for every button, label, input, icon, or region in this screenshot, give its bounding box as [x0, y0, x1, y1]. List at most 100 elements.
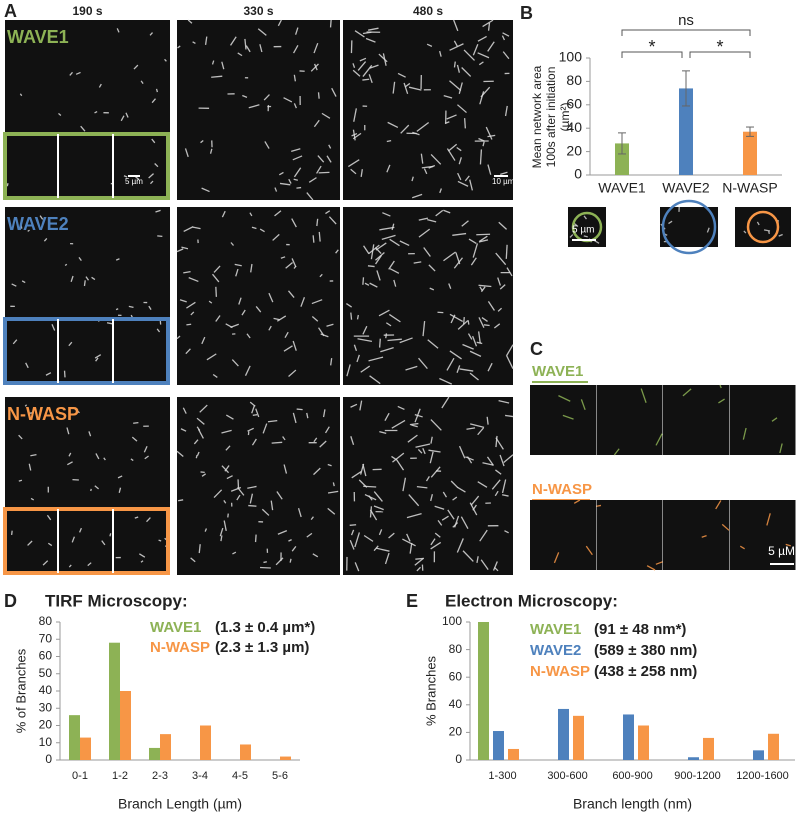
filament	[457, 486, 466, 493]
filament	[426, 43, 433, 47]
filament	[68, 341, 73, 347]
filament	[505, 244, 508, 259]
filament	[456, 146, 462, 152]
filament	[283, 97, 293, 103]
filament	[469, 372, 479, 381]
filament	[294, 27, 299, 35]
micrograph	[530, 500, 596, 570]
filament	[19, 93, 23, 97]
filament	[12, 339, 18, 345]
bar	[160, 734, 171, 760]
filament	[246, 333, 251, 339]
filament	[460, 516, 469, 529]
filament	[452, 232, 467, 236]
filament	[109, 533, 112, 537]
filament	[461, 220, 469, 227]
filament	[487, 300, 495, 311]
filament	[259, 44, 263, 53]
filament	[318, 231, 321, 242]
filament	[247, 485, 257, 489]
filament	[476, 556, 479, 563]
filament	[482, 19, 494, 28]
filament	[11, 283, 17, 287]
filament	[422, 321, 426, 337]
filament	[701, 535, 707, 538]
filament	[285, 261, 293, 269]
micrograph	[177, 20, 340, 200]
filament	[456, 64, 461, 73]
filament	[138, 553, 146, 558]
filament	[470, 495, 480, 506]
filament	[399, 240, 410, 247]
filament	[94, 354, 102, 359]
filament	[359, 400, 363, 411]
x-axis-label: Branch Length (µm)	[118, 796, 242, 812]
filament	[481, 317, 488, 322]
micrograph	[343, 20, 513, 200]
filament	[456, 365, 461, 373]
filament	[376, 270, 381, 281]
filament	[226, 475, 233, 480]
bar	[280, 756, 291, 760]
filament	[263, 561, 267, 564]
micrograph	[596, 500, 663, 570]
filament	[278, 171, 284, 176]
scale-bar-label: 5 µm	[572, 225, 594, 236]
filament	[501, 479, 507, 494]
filament	[428, 449, 441, 453]
filament	[450, 480, 459, 489]
filament	[329, 19, 332, 28]
filament	[354, 562, 360, 572]
filament	[478, 284, 492, 288]
significance-bracket	[621, 51, 683, 58]
filament	[88, 431, 92, 437]
bar	[109, 642, 120, 760]
filament	[412, 131, 420, 136]
filament	[580, 399, 586, 411]
legend-label: N-WASP	[150, 639, 210, 656]
filament	[272, 233, 280, 241]
filament	[327, 507, 336, 515]
y-tick-label: 50	[39, 666, 53, 680]
filament	[360, 463, 365, 475]
filament	[94, 110, 98, 114]
filament	[434, 505, 445, 510]
filament	[276, 315, 287, 322]
filament	[472, 335, 478, 347]
filament	[6, 183, 9, 187]
filament	[350, 436, 355, 445]
filament	[190, 557, 196, 563]
bar	[508, 748, 519, 760]
filament	[70, 275, 74, 282]
error-bar	[682, 70, 690, 107]
filament	[395, 458, 405, 471]
filament	[379, 226, 395, 231]
row-label: WAVE1	[7, 27, 69, 47]
filament	[392, 452, 405, 463]
filament	[469, 179, 474, 191]
filament	[133, 64, 139, 70]
filament	[718, 398, 725, 404]
filament	[655, 433, 663, 446]
filament	[435, 209, 444, 217]
filament	[449, 43, 464, 51]
filament	[268, 325, 272, 331]
filament	[349, 524, 357, 526]
filament	[271, 441, 283, 444]
filament	[95, 453, 100, 460]
bar	[679, 88, 693, 175]
filament	[158, 539, 162, 542]
y-tick-label: 80	[449, 642, 463, 656]
filament	[500, 171, 508, 175]
y-axis-label: % of Branches	[13, 648, 28, 733]
filament	[374, 247, 382, 254]
filament	[362, 78, 370, 81]
filament	[351, 132, 358, 137]
y-tick-label: 20	[566, 142, 582, 158]
filament	[739, 545, 745, 550]
filament	[462, 343, 474, 350]
filament	[263, 94, 270, 101]
filament	[247, 427, 254, 432]
micrograph	[5, 207, 170, 385]
filament	[430, 494, 434, 502]
